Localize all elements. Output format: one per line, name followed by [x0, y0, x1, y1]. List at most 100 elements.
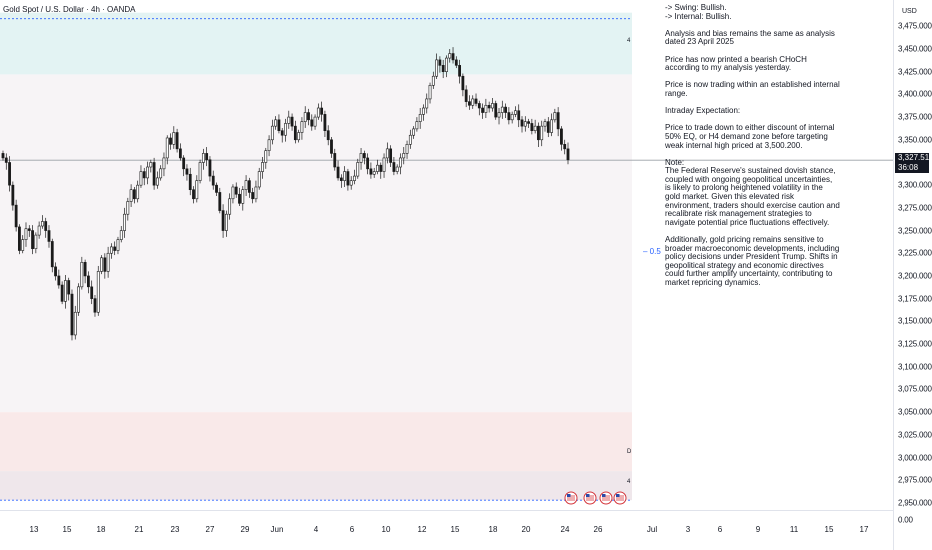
candle-body-up: [316, 107, 320, 118]
candle: [254, 180, 258, 203]
candle: [146, 161, 149, 185]
candle-body-down: [188, 173, 192, 191]
candle-body-down: [477, 103, 481, 109]
candle-body-up: [425, 98, 429, 109]
candle: [461, 73, 465, 97]
price-tick: 2,975.000: [898, 475, 932, 485]
candle: [208, 156, 212, 182]
candle: [494, 100, 498, 120]
candle: [280, 127, 284, 143]
candle-body-up: [24, 228, 28, 240]
price-tick: 3,150.000: [898, 316, 932, 326]
candle: [215, 182, 218, 197]
candle-body-down: [14, 204, 18, 228]
candle: [376, 159, 379, 175]
candle-body-down: [507, 112, 511, 121]
candle: [553, 108, 557, 123]
candle-body-down: [218, 192, 222, 211]
candle-body-down: [60, 284, 64, 302]
time-tick: 23: [170, 525, 180, 534]
candle: [244, 175, 248, 197]
candle: [70, 289, 74, 341]
candle: [438, 56, 442, 73]
candle: [491, 98, 494, 112]
candle-body-down: [468, 101, 471, 106]
candle-body-up: [254, 186, 258, 200]
candle: [533, 119, 537, 134]
candle-body-up: [100, 257, 103, 272]
price-tick: 3,475.000: [898, 21, 932, 31]
candle: [172, 126, 176, 149]
candle: [293, 120, 297, 144]
candle: [1, 150, 5, 161]
analysis-paragraph: Price to trade down to either discount o…: [665, 123, 835, 150]
price-unit-label: USD: [902, 8, 917, 15]
chart-area[interactable]: Gold Spot / U.S. Dollar · 4h · OANDA – 0…: [0, 0, 893, 510]
candle: [198, 159, 202, 184]
analysis-paragraph: -> Swing: Bullish. -> Internal: Bullish.: [665, 3, 732, 21]
candle: [359, 147, 363, 170]
candle: [546, 117, 550, 138]
price-tick: 2,950.000: [898, 498, 932, 508]
candle-body-up: [123, 213, 126, 231]
candle-body-up: [382, 157, 386, 172]
zone-supply: [0, 12, 632, 75]
candle: [231, 184, 235, 204]
candle: [205, 147, 209, 167]
current-price-value: 3,327.515: [898, 153, 932, 163]
candle-body-down: [277, 119, 281, 131]
candle: [241, 186, 245, 211]
candle: [333, 148, 337, 171]
candle-body-up: [231, 186, 235, 200]
candle-body-down: [494, 103, 498, 118]
candle-body-up: [274, 119, 278, 127]
candle-body-up: [523, 121, 527, 127]
us-flag-event-icon: [613, 491, 627, 505]
time-axis[interactable]: 13 15 18 21 23 27 29 Jun 4 6 10 12 15 18 20 24 26 Jul 3 6 9 1…: [0, 510, 893, 550]
candle-body-up: [264, 150, 268, 163]
time-tick: 10: [381, 525, 391, 534]
candle-body-down: [178, 148, 182, 159]
candle-body-up: [257, 171, 261, 188]
candlestick-chart[interactable]: [0, 0, 893, 510]
candle-body-down: [152, 162, 156, 186]
candle: [11, 181, 15, 211]
price-tick: 3,125.000: [898, 339, 932, 349]
candle-body-up: [412, 128, 416, 136]
analysis-paragraph: Price has now printed a bearish CHoCH ac…: [665, 54, 807, 73]
candle-body-up: [445, 57, 448, 72]
candle-body-down: [44, 221, 48, 231]
candle: [287, 110, 291, 129]
candle-body-down: [454, 59, 458, 66]
candle-body-down: [132, 189, 136, 200]
candle: [267, 135, 271, 157]
candle-body-up: [162, 157, 166, 170]
candle: [119, 226, 123, 243]
candle: [132, 186, 136, 204]
candle-body-down: [504, 106, 507, 113]
candle-body-down: [83, 262, 87, 277]
candle: [284, 118, 287, 142]
candle-body-down: [93, 298, 97, 313]
candle-body-down: [50, 241, 54, 268]
candle-body-up: [110, 246, 113, 254]
candle-body-up: [129, 189, 133, 202]
candle: [464, 85, 468, 108]
candle: [224, 210, 228, 237]
price-axis[interactable]: USD 3,475.000 3,450.000 3,425.000 3,400.000…: [893, 0, 932, 550]
candle: [471, 95, 475, 109]
zone-marker-bottom: 4: [627, 479, 631, 485]
candle-body-up: [228, 198, 232, 215]
candle-body-down: [31, 230, 34, 250]
candle: [113, 241, 117, 256]
candle-body-up: [267, 139, 271, 151]
time-tick: 29: [240, 525, 250, 534]
candle: [451, 47, 455, 64]
candle: [67, 277, 71, 301]
candle-body-up: [159, 168, 163, 179]
candle: [346, 168, 350, 191]
candle: [247, 177, 251, 198]
candle: [77, 283, 80, 316]
candle: [41, 215, 44, 229]
candle-body-up: [399, 157, 402, 168]
